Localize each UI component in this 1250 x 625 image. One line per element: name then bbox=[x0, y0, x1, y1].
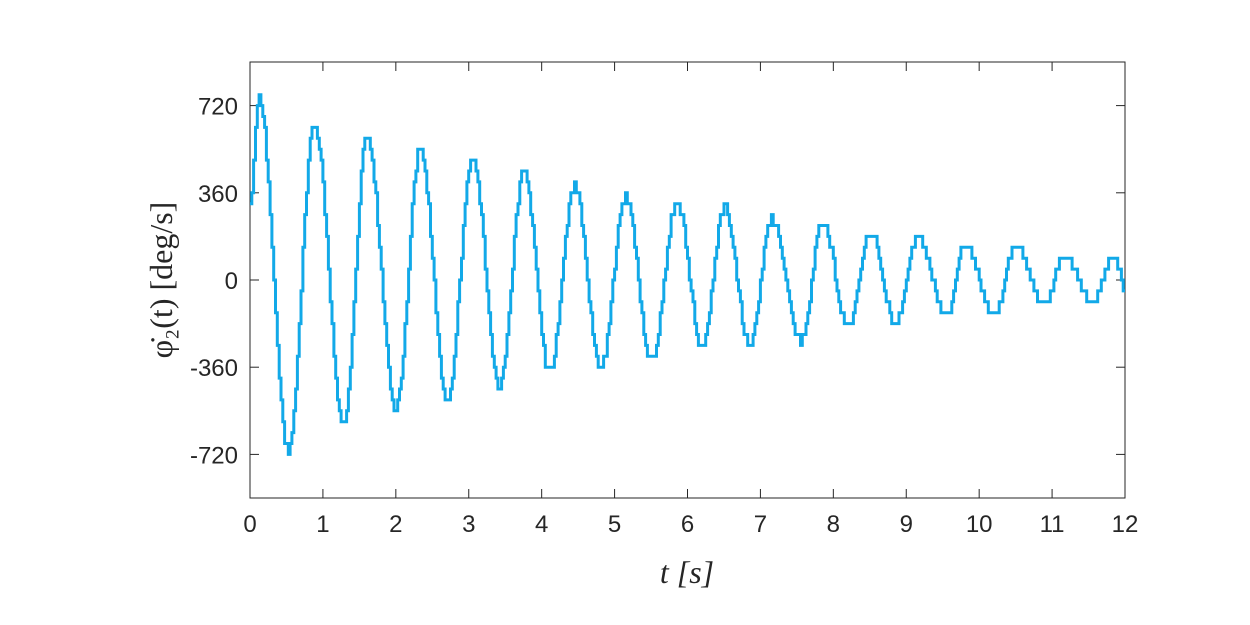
x-tick-label: 11 bbox=[1040, 511, 1065, 538]
x-tick-label: 0 bbox=[243, 511, 256, 538]
y-axis-label: φ̇₂(t) [deg/s] bbox=[143, 202, 179, 359]
y-tick-label: -360 bbox=[190, 355, 238, 382]
x-tick-label: 4 bbox=[535, 511, 548, 538]
x-tick-label: 8 bbox=[827, 511, 840, 538]
series-line bbox=[250, 93, 1125, 456]
series-lines bbox=[250, 93, 1125, 456]
x-tick-label: 7 bbox=[754, 511, 767, 538]
x-tick-label: 12 bbox=[1112, 511, 1139, 538]
x-tick-label: 1 bbox=[316, 511, 329, 538]
x-tick-label: 2 bbox=[389, 511, 402, 538]
x-axis-label: t [s] bbox=[660, 554, 714, 590]
plot-area bbox=[249, 61, 1126, 499]
y-tick-label: 720 bbox=[198, 94, 238, 121]
y-tick-label: 360 bbox=[198, 181, 238, 208]
x-tick-label: 5 bbox=[608, 511, 621, 538]
x-tick-label: 6 bbox=[681, 511, 694, 538]
x-tick-label: 3 bbox=[462, 511, 475, 538]
y-tick-label: -720 bbox=[190, 442, 238, 469]
x-tick-label: 10 bbox=[966, 511, 993, 538]
x-tick-label: 9 bbox=[900, 511, 913, 538]
y-tick-label: 0 bbox=[225, 268, 238, 295]
